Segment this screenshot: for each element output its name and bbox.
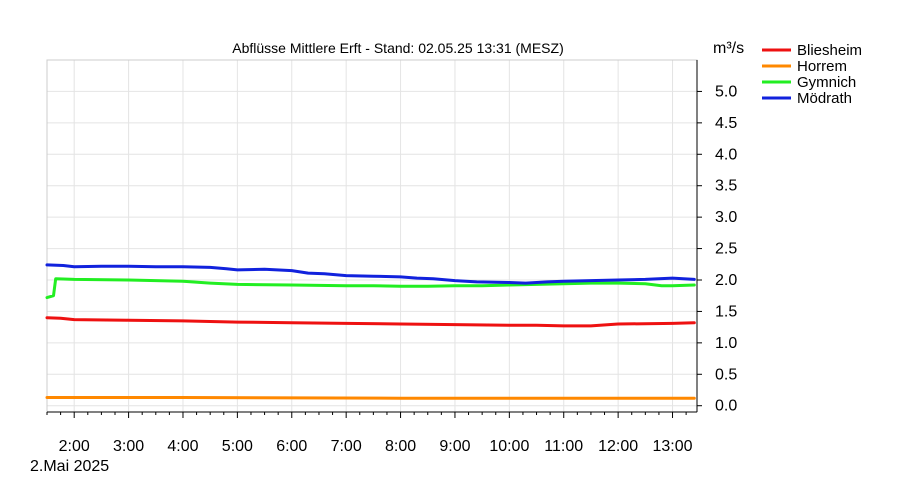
x-tick-label: 13:00 bbox=[652, 438, 692, 455]
grid bbox=[47, 60, 697, 412]
x-tick-label: 4:00 bbox=[167, 438, 198, 455]
series-line-bliesheim bbox=[45, 316, 696, 328]
legend-label: Gymnich bbox=[797, 74, 856, 91]
y-tick-label: 0.5 bbox=[715, 366, 737, 383]
y-tick-label: 1.0 bbox=[715, 335, 737, 352]
x-tick-label: 9:00 bbox=[439, 438, 470, 455]
series-layer bbox=[45, 263, 696, 400]
legend-label: Horrem bbox=[797, 58, 847, 75]
x-tick-label: 8:00 bbox=[385, 438, 416, 455]
x-tick-label: 5:00 bbox=[222, 438, 253, 455]
x-tick-label: 3:00 bbox=[113, 438, 144, 455]
y-tick-label: 2.5 bbox=[715, 241, 737, 258]
x-tick-label: 7:00 bbox=[331, 438, 362, 455]
axes: 0.0 0.5 1.0 1.5 2.0 2.5 3.0 3.5 4.0 4.5 5.0 2:00 3:0… bbox=[46, 60, 737, 455]
series-line-gymnich bbox=[45, 277, 696, 300]
y-tick-label: 3.0 bbox=[715, 209, 737, 226]
y-tick-label: 0.0 bbox=[715, 398, 737, 415]
plot-frame bbox=[46, 59, 698, 413]
x-tick-label: 12:00 bbox=[598, 438, 638, 455]
series-line-horrem bbox=[45, 396, 696, 400]
x-tick-label: 11:00 bbox=[544, 438, 583, 455]
y-tick-label: 3.5 bbox=[715, 178, 737, 195]
y-tick-label: 4.0 bbox=[715, 146, 737, 163]
legend-label: Mödrath bbox=[797, 90, 852, 107]
chart-title: Abflüsse Mittlere Erft - Stand: 02.05.25… bbox=[232, 40, 563, 56]
y-axis-unit: m³/s bbox=[713, 40, 744, 57]
x-tick-label: 6:00 bbox=[276, 438, 307, 455]
y-tick-label: 4.5 bbox=[715, 115, 737, 132]
y-tick-label: 5.0 bbox=[715, 83, 737, 100]
date-label: 2.Mai 2025 bbox=[30, 458, 109, 475]
legend-label: Bliesheim bbox=[797, 42, 862, 59]
y-tick-label: 1.5 bbox=[715, 303, 737, 320]
y-tick-label: 2.0 bbox=[715, 272, 737, 289]
x-tick-label: 10:00 bbox=[489, 438, 529, 455]
x-tick-label: 2:00 bbox=[59, 438, 90, 455]
series-line-mdrath bbox=[45, 263, 696, 285]
